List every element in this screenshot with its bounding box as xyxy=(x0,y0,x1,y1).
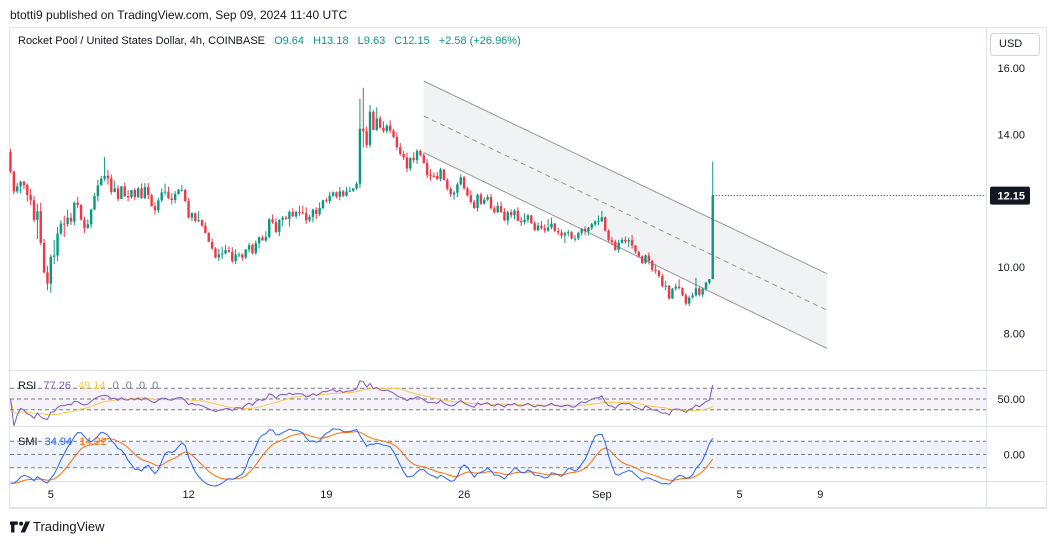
currency-button[interactable]: USD xyxy=(990,33,1040,56)
footer-brand-text: TradingView xyxy=(33,519,105,534)
symbol-legend: Rocket Pool / United States Dollar, 4h, … xyxy=(18,35,527,47)
rsi-legend: RSI 77.26 49.14 0 0 0 0 xyxy=(18,380,162,392)
rsi-extra-1: 0 xyxy=(112,380,119,392)
chart-frame xyxy=(9,27,1047,509)
low-value: L9.63 xyxy=(357,35,386,47)
rsi-ma-value: 49.14 xyxy=(78,380,106,392)
tradingview-logo-icon xyxy=(10,520,30,533)
close-value: C12.15 xyxy=(394,35,430,47)
open-value: O9.64 xyxy=(274,35,305,47)
rsi-extra-2: 0 xyxy=(125,380,132,392)
smi-signal-value: 14.22 xyxy=(79,436,107,448)
rsi-extra-3: 0 xyxy=(138,380,146,392)
symbol-title: Rocket Pool / United States Dollar, 4h, … xyxy=(18,35,266,47)
smi-legend: SMI 34.94 14.22 xyxy=(18,436,111,448)
high-value: H13.18 xyxy=(313,35,349,47)
rsi-value: 77.26 xyxy=(43,380,71,392)
change-value: +2.58 (+26.96%) xyxy=(438,35,521,47)
footer-brand: TradingView xyxy=(10,519,105,534)
rsi-extra-4: 0 xyxy=(152,380,159,392)
smi-name: SMI xyxy=(18,436,38,448)
smi-value: 34.94 xyxy=(44,436,73,448)
rsi-name: RSI xyxy=(18,380,37,392)
publish-caption: btotti9 published on TradingView.com, Se… xyxy=(10,8,348,22)
